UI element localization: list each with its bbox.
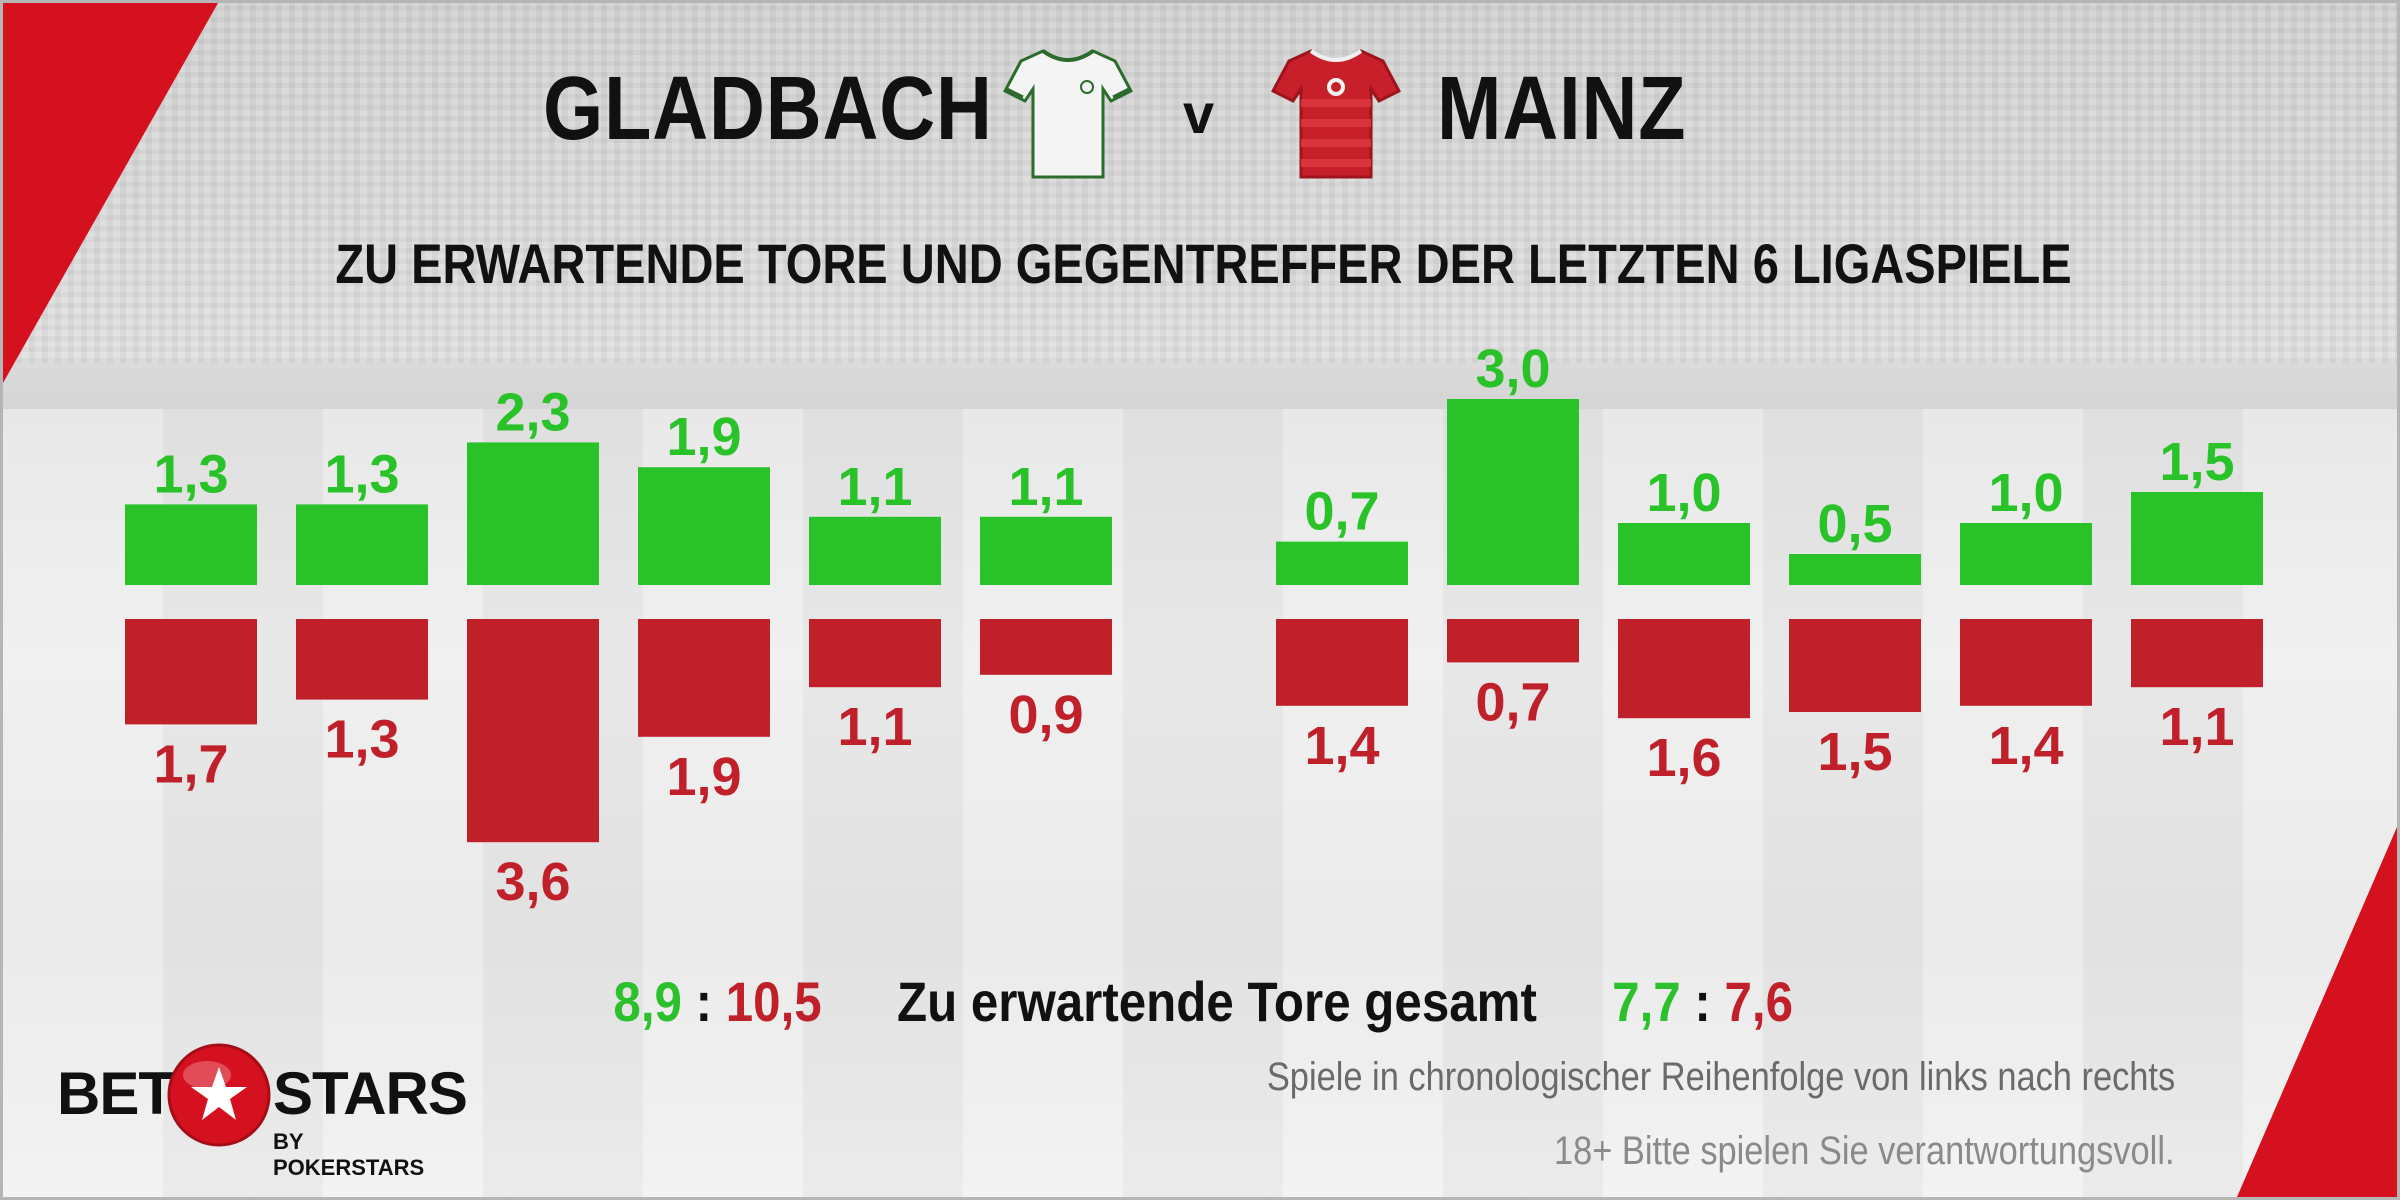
mainz-goals-for-label-3: 1,0 [1646,463,1721,523]
mainz-goals-for-label-1: 0,7 [1304,482,1379,542]
gladbach-goals-against-bar-4 [638,619,770,737]
away-total-for: 7,7 [1611,970,1681,1033]
mainz-goals-against-label-4: 1,5 [1817,722,1892,782]
mainz-goals-against-bar-6 [2131,619,2263,688]
home-total-against: 10,5 [725,970,822,1033]
mainz-goals-against-label-1: 1,4 [1304,716,1379,776]
chart-title-text: ZU ERWARTENDE TORE UND GEGENTREFFER DER … [334,232,2072,295]
mainz-goals-against-bar-3 [1618,619,1750,719]
chronology-note: Spiele in chronologischer Reihenfolge vo… [1266,1055,2175,1099]
gladbach-goals-for-bar-1 [125,504,257,585]
expected-goals-totals: 8,9 : 10,5 Zu erwartende Tore gesamt 7,7… [3,969,2397,1034]
gladbach-goals-for-bar-6 [980,516,1112,585]
away-jersey-icon [1271,49,1401,179]
responsible-gaming-note: 18+ Bitte spielen Sie verantwortungsvoll… [1554,1129,2175,1173]
mainz-goals-for-label-2: 3,0 [1475,339,1550,399]
gladbach-goals-against-label-4: 1,9 [666,747,741,807]
away-team-name: MAINZ [1437,59,1687,159]
home-jersey-icon [1003,49,1133,179]
totals-label: Zu erwartende Tore gesamt [896,970,1537,1033]
gladbach-goals-for-label-3: 2,3 [495,382,570,442]
gladbach-goals-against-bar-5 [809,619,941,688]
mainz-goals-for-bar-1 [1276,541,1408,585]
mainz-goals-against-label-5: 1,4 [1988,716,2063,776]
logo-subtitle: BY POKERSTARS [273,1129,425,1180]
gladbach-goals-for-bar-4 [638,467,770,585]
chart-title: ZU ERWARTENDE TORE UND GEGENTREFFER DER … [3,231,2397,296]
mainz-goals-for-bar-2 [1447,399,1579,585]
mainz-goals-against-bar-4 [1789,619,1921,712]
gladbach-goals-against-label-3: 3,6 [495,852,570,912]
versus-label: v [1183,82,1215,145]
logo-word-bet: BET [57,1060,175,1127]
gladbach-goals-for-label-2: 1,3 [324,444,399,504]
gladbach-goals-against-label-2: 1,3 [324,710,399,770]
stadium-crowd-background [3,3,2397,363]
mainz-goals-for-bar-6 [2131,492,2263,585]
gladbach-goals-for-label-6: 1,1 [1008,457,1083,517]
mainz-goals-for-label-4: 0,5 [1817,494,1892,554]
mainz-goals-for-bar-5 [1960,523,2092,585]
gladbach-goals-for-bar-2 [296,504,428,585]
logo-word-stars: STARS [273,1060,468,1127]
mainz-goals-against-bar-2 [1447,619,1579,663]
gladbach-goals-for-label-4: 1,9 [666,407,741,467]
gladbach-goals-for-label-1: 1,3 [153,444,228,504]
gladbach-goals-against-bar-6 [980,619,1112,675]
gladbach-goals-against-bar-1 [125,619,257,725]
mainz-goals-for-bar-3 [1618,523,1750,585]
home-total-for: 8,9 [613,970,682,1033]
gladbach-goals-against-label-1: 1,7 [153,734,228,794]
away-total-against: 7,6 [1724,970,1793,1033]
gladbach-goals-against-bar-2 [296,619,428,700]
home-total-separator: : [695,970,712,1033]
gladbach-goals-for-bar-3 [467,442,599,585]
star-ball-icon [167,1043,271,1147]
expected-goals-bar-chart: 1,3 1,7 1,3 1,3 2,3 3,6 1,9 1,9 1,1 1,1 1,1 0,9 0,7 1… [125,339,2263,912]
gladbach-goals-for-label-5: 1,1 [837,457,912,517]
gladbach-goals-against-label-5: 1,1 [837,697,912,757]
away-total-separator: : [1694,970,1711,1033]
mainz-goals-for-label-6: 1,5 [2159,432,2234,492]
gladbach-goals-against-label-6: 0,9 [1008,685,1083,745]
mainz-goals-against-label-3: 1,6 [1646,728,1721,788]
betstars-logo: BET STARS BY POKERSTARS [57,1043,468,1180]
mainz-goals-against-bar-5 [1960,619,2092,706]
mainz-goals-against-bar-1 [1276,619,1408,706]
mainz-goals-for-label-5: 1,0 [1988,463,2063,523]
gladbach-goals-for-bar-5 [809,516,941,585]
advertising-boards-background [3,363,2397,409]
gladbach-goals-against-bar-3 [467,619,599,843]
mainz-goals-against-label-6: 1,1 [2159,697,2234,757]
mainz-goals-against-label-2: 0,7 [1475,672,1550,732]
mainz-goals-for-bar-4 [1789,554,1921,585]
home-team-name: GLADBACH [543,59,993,159]
